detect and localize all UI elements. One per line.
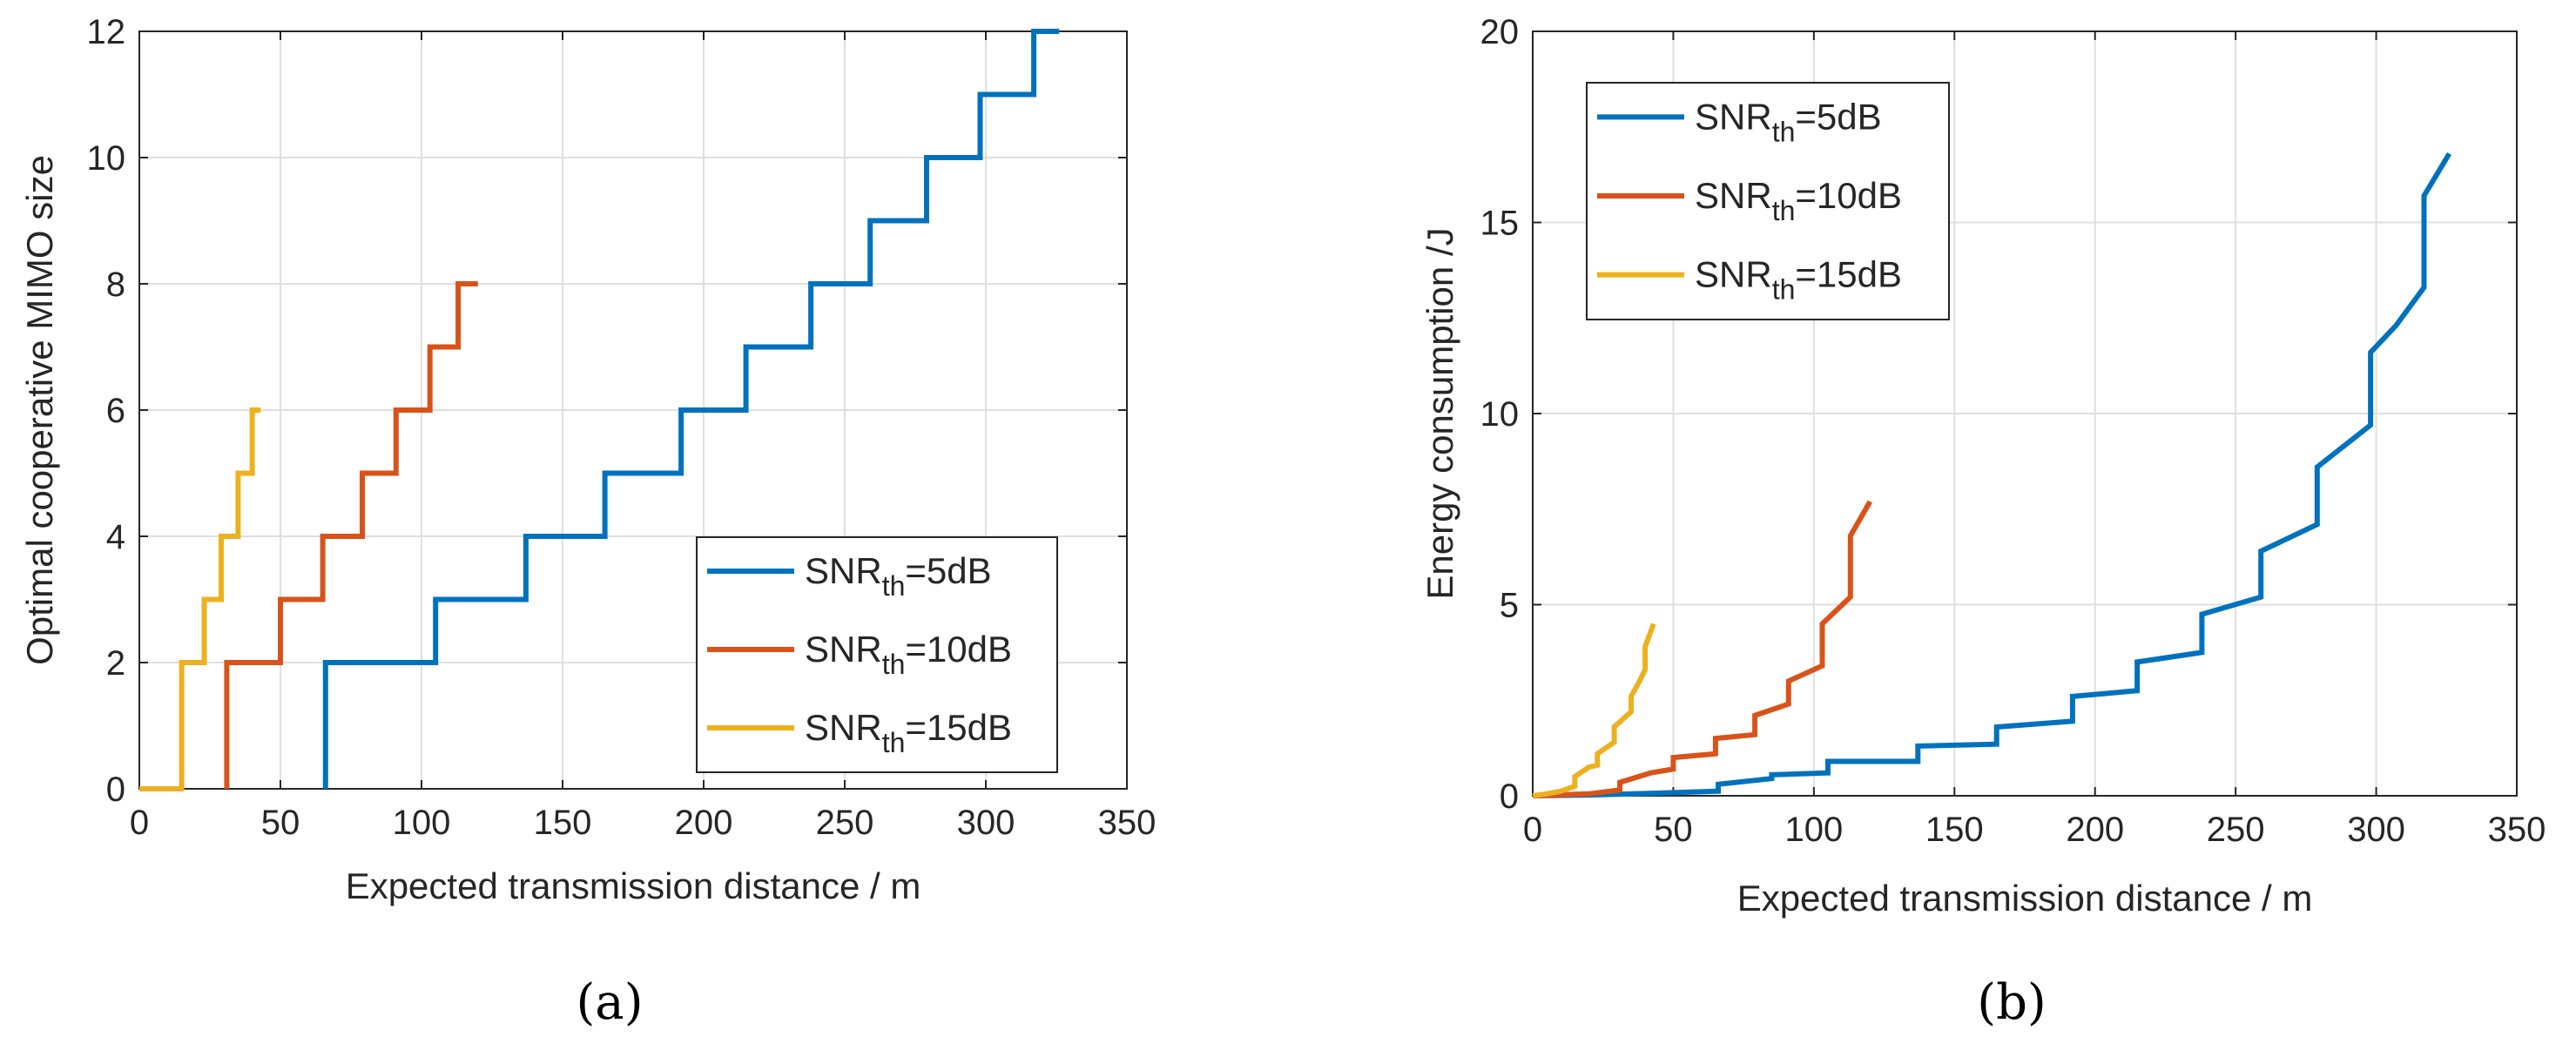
legend-entry-suffix: =5dB (1795, 96, 1881, 137)
x-axis-label: Expected transmission distance / m (346, 865, 921, 906)
x-tick-label: 150 (1925, 811, 1984, 849)
legend-entry-prefix: SNR (1695, 175, 1772, 216)
legend-entry-suffix: =15dB (1795, 254, 1902, 295)
legend-entry-subscript: th (882, 570, 906, 602)
x-tick-label: 50 (1654, 811, 1693, 849)
series-line-SNR_th=5dB (1532, 151, 2452, 798)
x-tick-label: 350 (2488, 811, 2546, 849)
x-tick-label: 0 (130, 804, 149, 842)
legend-box (696, 536, 1058, 773)
legend-entry-prefix: SNR (805, 629, 882, 670)
x-tick-label: 100 (1784, 811, 1843, 849)
legend-entry: SNRth=10dB (805, 629, 1012, 680)
x-tick-label: 350 (1098, 804, 1157, 842)
y-tick-label: 4 (106, 518, 125, 556)
legend-entry-subscript: th (882, 727, 906, 758)
y-tick-label: 15 (1480, 205, 1520, 243)
legend-entry-prefix: SNR (805, 707, 882, 748)
x-axis-label: Expected transmission distance / m (1737, 878, 2313, 919)
series-line-SNR_th=15dB (139, 407, 261, 791)
y-tick-label: 12 (87, 13, 126, 51)
legend-entry-prefix: SNR (1695, 96, 1772, 137)
legend-entry-subscript: th (1772, 116, 1796, 147)
y-tick-label: 8 (106, 266, 125, 304)
x-tick-label: 250 (816, 804, 874, 842)
y-tick-label: 0 (106, 771, 125, 809)
x-tick-label: 100 (393, 804, 451, 842)
y-tick-label: 2 (106, 644, 125, 683)
legend-entry-suffix: =5dB (905, 550, 991, 591)
legend-entry-suffix: =10dB (905, 629, 1012, 670)
x-tick-label: 250 (2207, 811, 2265, 849)
panel-label: (a) (576, 974, 643, 1031)
y-axis-label: Energy consumption /J (1419, 227, 1460, 599)
legend-entry: SNRth=5dB (805, 550, 992, 602)
x-tick-label: 300 (2347, 811, 2405, 849)
x-tick-label: 150 (534, 804, 592, 842)
y-tick-label: 5 (1500, 587, 1519, 625)
panel-label: (b) (1977, 974, 2047, 1031)
legend-entry-suffix: =15dB (905, 707, 1012, 748)
x-tick-label: 200 (675, 804, 733, 842)
series-line-SNR_th=5dB (322, 29, 1060, 789)
legend-entry-prefix: SNR (805, 550, 882, 591)
chart-panel-b: 0 50 100 150 200 250 300 350 0 5 10 15 20 Expected tr… (1419, 13, 2546, 1031)
x-tick-label: 200 (2066, 811, 2124, 849)
series-line-SNR_th=10dB (224, 281, 478, 789)
legend-entry: SNRth=10dB (1695, 175, 1902, 226)
chart-panel-a: 0 50 100 150 200 250 300 350 0 2 4 6 8 10 12 Expected t… (19, 13, 1156, 1031)
x-tick-label: 300 (957, 804, 1015, 842)
series-line-SNR_th=15dB (1532, 623, 1656, 798)
y-tick-label: 10 (87, 139, 126, 178)
x-tick-label: 0 (1523, 811, 1542, 849)
legend-entry-subscript: th (1772, 195, 1796, 226)
legend-entry: SNRth=15dB (805, 707, 1012, 758)
legend-box (1586, 82, 1950, 320)
legend-entry: SNRth=15dB (1695, 254, 1902, 306)
legend-entry-prefix: SNR (1695, 254, 1772, 295)
y-tick-label: 20 (1480, 13, 1520, 51)
legend-entry-subscript: th (882, 649, 906, 680)
legend-entry-suffix: =10dB (1795, 175, 1902, 216)
x-tick-label: 50 (261, 804, 300, 842)
y-tick-label: 0 (1500, 777, 1519, 816)
legend-entry: SNRth=5dB (1695, 96, 1882, 147)
series-line-SNR_th=10dB (1532, 500, 1873, 798)
y-axis-label: Optimal cooperative MIMO size (19, 155, 60, 665)
y-tick-label: 6 (106, 392, 125, 430)
y-tick-label: 10 (1480, 395, 1520, 434)
legend-entry-subscript: th (1772, 274, 1796, 306)
